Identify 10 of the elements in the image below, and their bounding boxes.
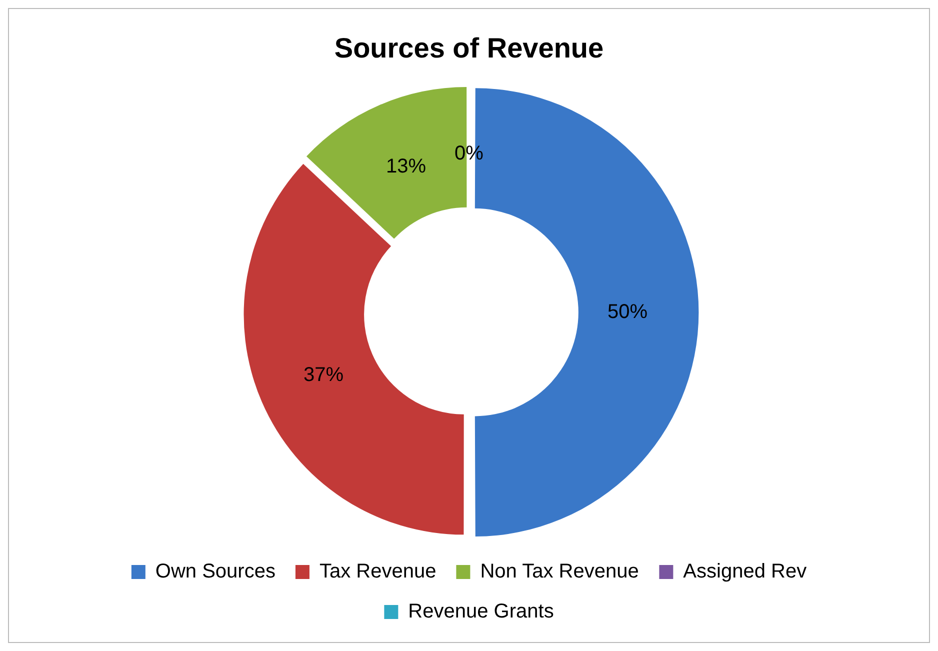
legend-label: Tax Revenue [319, 560, 436, 583]
text: 0% [454, 142, 484, 164]
legend-label: Assigned Rev [683, 560, 807, 583]
chart-title: Sources of Revenue [334, 32, 604, 64]
legend-label: Non Tax Revenue [480, 560, 639, 583]
legend-label: Own Sources [155, 560, 276, 583]
legend-label: Revenue Grants [408, 600, 554, 623]
data-label: 50% [608, 300, 648, 323]
data-label: 13% [386, 155, 426, 178]
data-label: 37% [303, 364, 344, 386]
